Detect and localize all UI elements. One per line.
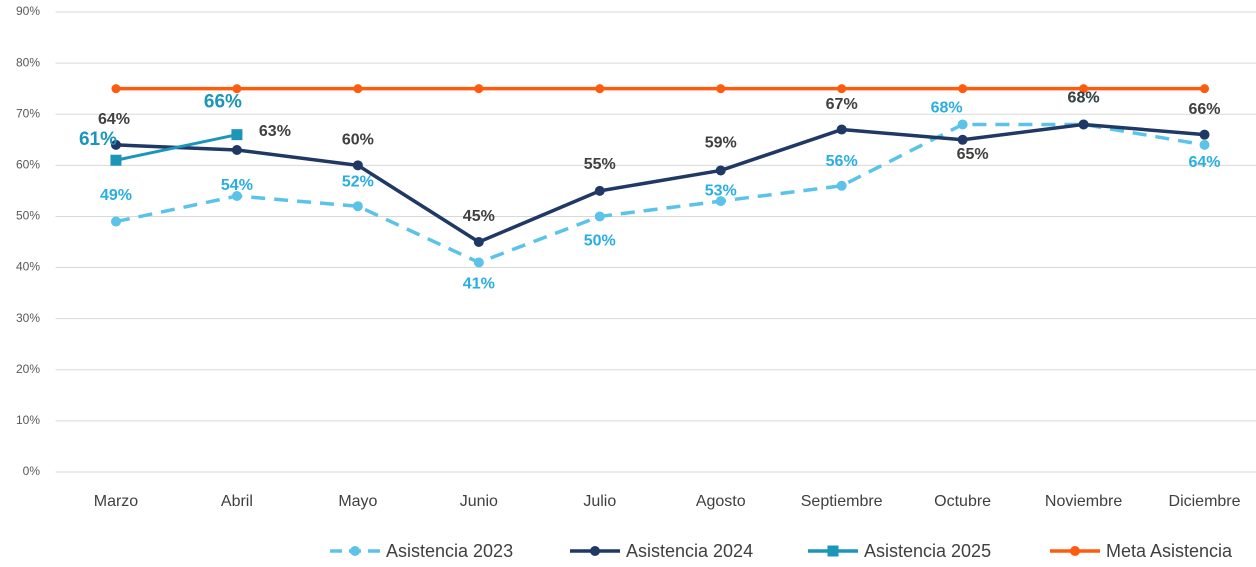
data-label: 41%: [463, 276, 495, 293]
legend-label: Asistencia 2024: [626, 541, 753, 561]
y-tick-label: 20%: [16, 362, 40, 376]
x-tick-label: Julio: [583, 493, 616, 510]
legend-marker: [590, 546, 600, 556]
data-point: [1200, 84, 1210, 94]
data-point: [837, 84, 847, 94]
data-label: 54%: [221, 177, 253, 194]
x-tick-label: Septiembre: [801, 493, 883, 510]
data-label: 64%: [98, 111, 130, 128]
data-label: 53%: [705, 182, 737, 199]
data-point: [836, 124, 847, 135]
y-tick-label: 80%: [16, 55, 40, 69]
data-point: [1078, 119, 1089, 130]
y-tick-label: 40%: [16, 260, 40, 274]
y-tick-label: 0%: [23, 464, 41, 478]
data-label: 59%: [705, 135, 737, 152]
data-point: [594, 211, 605, 222]
legend-label: Asistencia 2023: [386, 541, 513, 561]
data-label: 67%: [826, 96, 858, 113]
legend-marker: [350, 546, 360, 556]
data-label: 52%: [342, 173, 374, 190]
y-tick-label: 90%: [16, 4, 40, 18]
x-tick-label: Marzo: [94, 493, 139, 510]
x-tick-label: Diciembre: [1169, 493, 1241, 510]
data-label: 65%: [957, 146, 989, 163]
data-point: [958, 84, 968, 94]
series-line: [115, 122, 1205, 265]
x-tick-label: Junio: [460, 493, 498, 510]
data-point: [836, 180, 847, 191]
legend-marker: [827, 545, 839, 557]
data-label: 61%: [79, 129, 117, 150]
data-point: [594, 185, 605, 196]
data-label: 68%: [931, 100, 963, 117]
data-point: [957, 119, 968, 130]
x-tick-label: Agosto: [696, 493, 746, 510]
legend-label: Asistencia 2025: [864, 541, 991, 561]
data-point: [232, 84, 242, 94]
data-point: [957, 134, 968, 145]
data-point: [231, 129, 243, 141]
data-label: 64%: [1189, 154, 1221, 171]
x-tick-label: Mayo: [338, 493, 377, 510]
data-label: 68%: [1068, 90, 1100, 107]
data-point: [1199, 139, 1210, 150]
data-label: 60%: [342, 132, 374, 149]
data-label: 63%: [259, 123, 291, 140]
data-point: [231, 145, 242, 155]
data-point: [231, 191, 242, 201]
data-label: 55%: [584, 156, 616, 173]
data-label: 50%: [584, 233, 616, 250]
series-line: [115, 133, 238, 162]
x-tick-label: Octubre: [934, 493, 991, 510]
data-point: [110, 139, 121, 150]
data-label: 68%: [1068, 90, 1100, 107]
y-tick-label: 30%: [16, 311, 40, 325]
data-point: [715, 196, 726, 207]
x-tick-label: Noviembre: [1045, 493, 1122, 510]
y-tick-label: 10%: [16, 413, 40, 427]
data-point: [473, 257, 484, 268]
data-point: [595, 84, 605, 94]
data-point: [111, 84, 121, 94]
data-point: [352, 201, 363, 212]
series-line: [115, 122, 1205, 244]
y-tick-label: 60%: [16, 158, 40, 172]
legend-marker: [1070, 546, 1080, 556]
data-point: [474, 84, 484, 94]
x-tick-label: Abril: [221, 493, 253, 510]
data-point: [1079, 84, 1089, 94]
data-label: 45%: [463, 208, 495, 225]
data-label: 49%: [100, 187, 132, 204]
data-label: 56%: [826, 153, 858, 170]
data-label: 66%: [1189, 101, 1221, 118]
data-point: [353, 84, 363, 94]
legend-label: Meta Asistencia: [1106, 541, 1233, 561]
data-point: [110, 216, 121, 227]
data-point: [715, 165, 726, 176]
y-tick-label: 50%: [16, 209, 40, 223]
y-tick-label: 70%: [16, 106, 40, 120]
data-point: [110, 154, 122, 166]
data-point: [716, 84, 726, 94]
data-point: [352, 160, 363, 171]
data-point: [473, 237, 484, 247]
data-label: 66%: [204, 92, 242, 113]
data-point: [1199, 129, 1210, 140]
